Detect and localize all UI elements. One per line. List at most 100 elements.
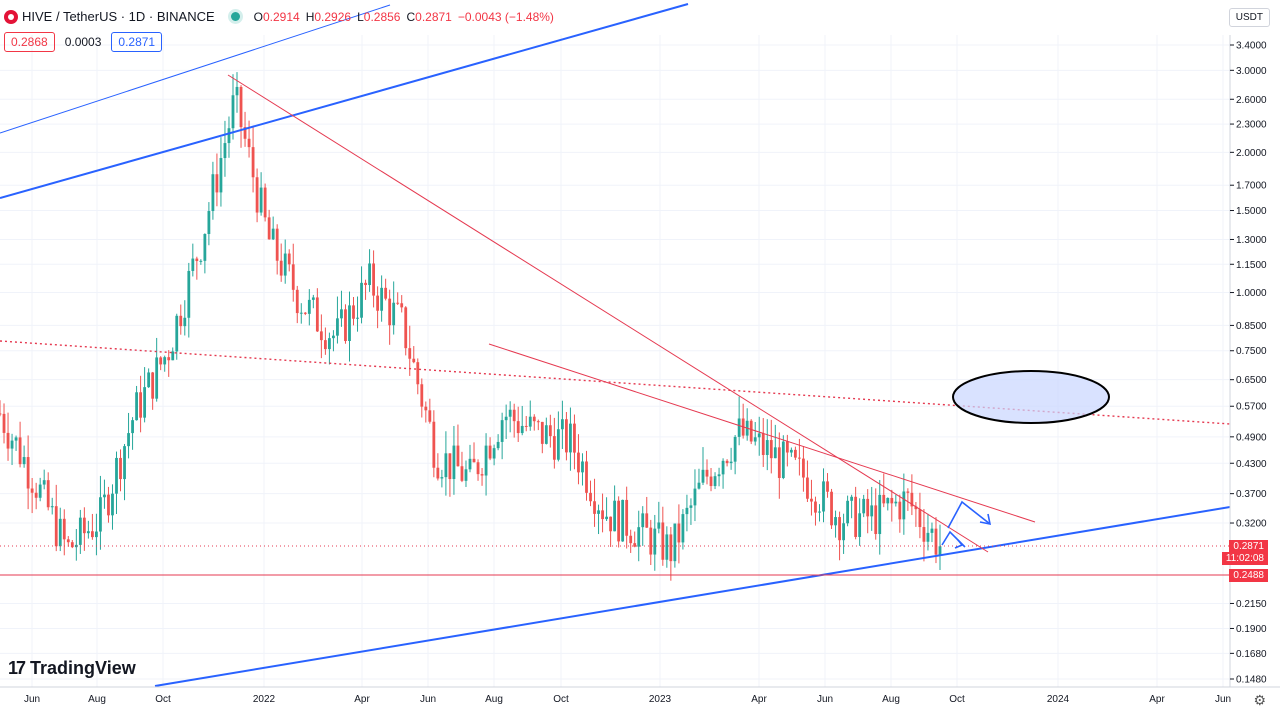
candle-body xyxy=(472,458,476,463)
candle-body xyxy=(858,513,862,537)
candle-body xyxy=(86,531,90,534)
candle-body xyxy=(392,302,396,326)
price-tick-label: 0.1680 xyxy=(1236,649,1267,660)
price-tick-label: 0.8500 xyxy=(1236,321,1267,332)
candle-body xyxy=(637,527,641,547)
candle-body xyxy=(163,357,167,365)
candle-body xyxy=(352,305,355,319)
candle-body xyxy=(424,406,428,411)
candle-body xyxy=(315,297,319,332)
candle-body xyxy=(468,458,472,470)
candle-body xyxy=(890,497,894,504)
candle-body xyxy=(348,305,351,342)
price-tick-label: 2.3000 xyxy=(1236,120,1267,131)
candle-body xyxy=(886,497,890,504)
candle-body xyxy=(275,228,279,261)
candle-body xyxy=(516,421,520,434)
candle-body xyxy=(822,481,825,512)
settings-gear-icon[interactable]: ⚙ xyxy=(1253,692,1266,708)
candle-body xyxy=(665,534,669,560)
candle-body xyxy=(159,357,163,365)
candle-body xyxy=(111,493,114,516)
candle-body xyxy=(344,309,347,342)
candle-body xyxy=(838,517,841,541)
candle-body xyxy=(898,501,902,520)
candle-body xyxy=(287,253,291,265)
candles-layer xyxy=(0,72,942,581)
projection-path-2 xyxy=(947,500,991,529)
drawings-layer xyxy=(0,3,1231,687)
candle-body xyxy=(267,217,271,240)
candle-body xyxy=(673,523,677,562)
support-price-label: 0.2488 xyxy=(1229,569,1268,582)
candle-body xyxy=(239,86,243,128)
candle-body xyxy=(693,488,697,506)
ask-price[interactable]: 0.2871 xyxy=(111,32,163,52)
candle-body xyxy=(372,263,375,296)
candle-body xyxy=(119,457,122,480)
candle-body xyxy=(922,527,926,542)
lower-blue-trendline xyxy=(154,506,1231,687)
upper-blue-trendline xyxy=(0,3,689,199)
candle-body xyxy=(103,494,106,498)
candle-body xyxy=(560,419,564,430)
symbol-title[interactable]: HIVE / TetherUS · 1D · BINANCE xyxy=(22,9,215,24)
ohlc-high: H0.2926 xyxy=(305,9,352,24)
candle-body xyxy=(223,143,227,159)
bid-price[interactable]: 0.2868 xyxy=(4,32,55,52)
candle-body xyxy=(2,413,6,433)
candle-body xyxy=(428,410,432,422)
candle-body xyxy=(107,494,110,516)
candle-body xyxy=(243,127,247,139)
time-tick-label: Apr xyxy=(751,694,767,705)
bid-ask-panel: 0.2868 0.0003 0.2871 xyxy=(4,32,163,52)
candle-body xyxy=(436,467,440,479)
candle-body xyxy=(866,498,870,517)
candle-body xyxy=(818,511,821,513)
candle-body xyxy=(26,457,30,489)
candle-body xyxy=(143,387,147,418)
candle-body xyxy=(303,312,307,314)
candle-body xyxy=(894,501,898,504)
candle-body xyxy=(211,174,215,212)
candle-body xyxy=(123,446,126,480)
candle-body xyxy=(569,423,572,453)
candle-body xyxy=(749,420,753,442)
candle-body xyxy=(581,461,584,473)
candle-body xyxy=(179,315,183,327)
candle-body xyxy=(508,409,512,417)
candle-body xyxy=(215,174,219,193)
time-tick-label: Apr xyxy=(1149,694,1165,705)
spread: 0.0003 xyxy=(64,35,102,49)
time-tick-label: 2023 xyxy=(649,694,672,705)
candle-body xyxy=(601,510,604,520)
price-tick-label: 0.6500 xyxy=(1236,375,1267,386)
candle-body xyxy=(227,128,231,144)
candle-body xyxy=(444,453,448,478)
candle-body xyxy=(432,421,436,468)
candle-body xyxy=(452,445,456,480)
candle-body xyxy=(528,416,532,427)
candle-body xyxy=(701,469,705,483)
candle-body xyxy=(155,357,159,399)
candle-body xyxy=(235,86,239,96)
candle-body xyxy=(926,532,930,542)
candle-body xyxy=(195,258,199,262)
candle-body xyxy=(874,505,878,535)
candle-body xyxy=(127,433,130,447)
candle-body xyxy=(597,510,600,514)
time-tick-label: Jun xyxy=(817,694,833,705)
candle-body xyxy=(151,372,155,399)
candle-body xyxy=(187,270,191,318)
price-tick-label: 2.0000 xyxy=(1236,148,1267,159)
candle-body xyxy=(332,335,335,339)
price-tick-label: 1.7000 xyxy=(1236,181,1267,192)
candle-body xyxy=(460,466,464,481)
candle-body xyxy=(737,418,741,437)
currency-button[interactable]: USDT xyxy=(1228,8,1270,27)
candle-body xyxy=(54,506,58,547)
candle-body xyxy=(810,498,813,502)
candle-body xyxy=(914,506,918,510)
tradingview-logo[interactable]: 17 TradingView xyxy=(8,658,136,679)
